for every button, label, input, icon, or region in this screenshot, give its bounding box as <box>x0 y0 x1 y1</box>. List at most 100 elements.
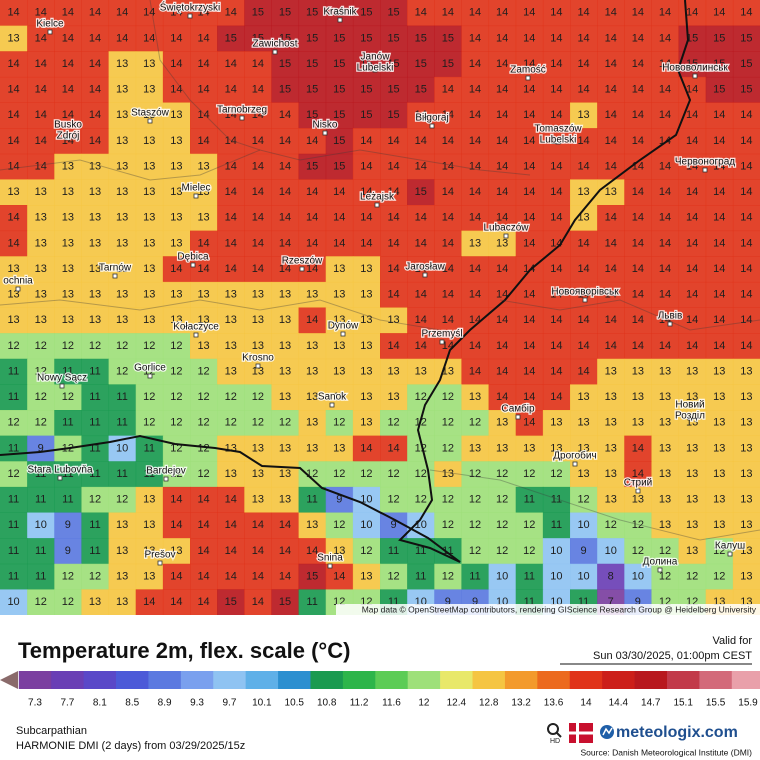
zoom-icon[interactable] <box>547 723 559 735</box>
temp-value: 14 <box>333 212 345 224</box>
temp-cell <box>380 563 408 590</box>
temp-value: 14 <box>605 109 617 121</box>
temp-value: 13 <box>116 109 128 121</box>
temp-value: 14 <box>306 545 318 557</box>
temp-value: 13 <box>740 570 752 582</box>
temp-value: 12 <box>170 391 182 403</box>
temp-value: 14 <box>713 109 725 121</box>
temp-cell <box>542 333 571 360</box>
city-label: Mielec <box>182 183 211 194</box>
city-label: Tarnów <box>99 263 132 274</box>
city-marker <box>667 321 673 327</box>
temp-value: 14 <box>197 494 209 506</box>
temp-cell <box>135 512 164 539</box>
temp-value: 13 <box>415 365 427 377</box>
temp-cell <box>407 153 435 180</box>
temp-value: 14 <box>197 84 209 96</box>
temp-cell <box>488 563 517 590</box>
temp-cell <box>0 179 28 206</box>
temp-value: 11 <box>8 494 19 506</box>
temp-cell <box>732 205 760 232</box>
temp-value: 13 <box>7 314 19 326</box>
temp-cell <box>434 512 462 539</box>
temp-value: 14 <box>550 263 562 275</box>
temp-value: 13 <box>333 340 345 352</box>
city-marker <box>329 402 335 408</box>
temp-value: 14 <box>523 365 535 377</box>
temp-value: 13 <box>62 314 74 326</box>
temp-cell <box>542 76 571 103</box>
temp-value: 10 <box>550 570 562 582</box>
temp-value: 12 <box>225 417 237 429</box>
city-marker <box>255 363 261 369</box>
temp-cell <box>135 307 164 334</box>
temp-cell <box>488 51 517 78</box>
temp-cell <box>298 51 327 78</box>
temp-value: 15 <box>333 160 345 172</box>
hd-label[interactable]: HD <box>550 738 560 745</box>
temp-value: 7 <box>608 596 614 608</box>
temp-cell <box>407 205 435 232</box>
temp-cell <box>162 76 191 103</box>
temp-value: 13 <box>225 442 237 454</box>
temp-cell <box>461 512 490 539</box>
brand-name[interactable]: meteologix.com <box>616 724 738 741</box>
temp-cell <box>461 76 490 103</box>
legend-tick-label: 14 <box>580 698 592 709</box>
temp-cell <box>81 256 110 283</box>
temp-value: 10 <box>360 519 372 531</box>
temp-value: 11 <box>35 494 46 506</box>
temp-cell <box>488 0 517 27</box>
city-label: Львів <box>658 311 683 322</box>
temp-cell <box>135 25 164 52</box>
temp-value: 12 <box>279 417 291 429</box>
temp-cell <box>651 333 680 360</box>
temp-cell <box>624 512 652 539</box>
temp-value: 14 <box>496 186 508 198</box>
temp-value: 14 <box>496 7 508 19</box>
temp-cell <box>244 410 272 437</box>
region-name: Subcarpathian <box>16 725 87 737</box>
temp-cell <box>325 435 354 462</box>
temp-value: 14 <box>632 212 644 224</box>
temp-cell <box>434 76 462 103</box>
temp-cell <box>108 538 137 565</box>
temp-value: 14 <box>360 160 372 172</box>
temp-value: 13 <box>740 494 752 506</box>
temp-cell <box>434 153 462 180</box>
city-marker <box>429 123 435 129</box>
temp-cell <box>515 486 544 513</box>
temp-value: 14 <box>143 596 155 608</box>
temp-cell <box>162 563 191 590</box>
temp-value: 13 <box>170 237 182 249</box>
temp-cell <box>135 281 164 308</box>
temp-cell <box>732 538 760 565</box>
temp-value: 13 <box>197 340 209 352</box>
temp-cell <box>135 358 164 385</box>
legend-swatch <box>375 671 409 689</box>
temp-value: 13 <box>143 135 155 147</box>
temp-cell <box>461 384 490 411</box>
temp-cell <box>461 307 490 334</box>
temp-value: 12 <box>333 468 345 480</box>
temp-value: 15 <box>415 58 427 70</box>
temp-cell <box>217 563 245 590</box>
temp-value: 11 <box>144 468 155 480</box>
temp-value: 11 <box>551 494 562 506</box>
temp-value: 14 <box>605 340 617 352</box>
temp-cell <box>54 230 82 257</box>
temp-value: 11 <box>469 570 480 582</box>
temp-cell <box>678 384 707 411</box>
temp-value: 14 <box>469 340 481 352</box>
temp-value: 14 <box>605 58 617 70</box>
temp-value: 15 <box>279 58 291 70</box>
temp-value: 13 <box>686 365 698 377</box>
temp-value: 14 <box>632 32 644 44</box>
temp-value: 14 <box>225 545 237 557</box>
temp-cell <box>352 435 381 462</box>
temp-cell <box>651 563 680 590</box>
temp-cell <box>135 205 164 232</box>
temp-cell <box>0 589 28 616</box>
temp-value: 13 <box>225 468 237 480</box>
temp-cell <box>217 230 245 257</box>
